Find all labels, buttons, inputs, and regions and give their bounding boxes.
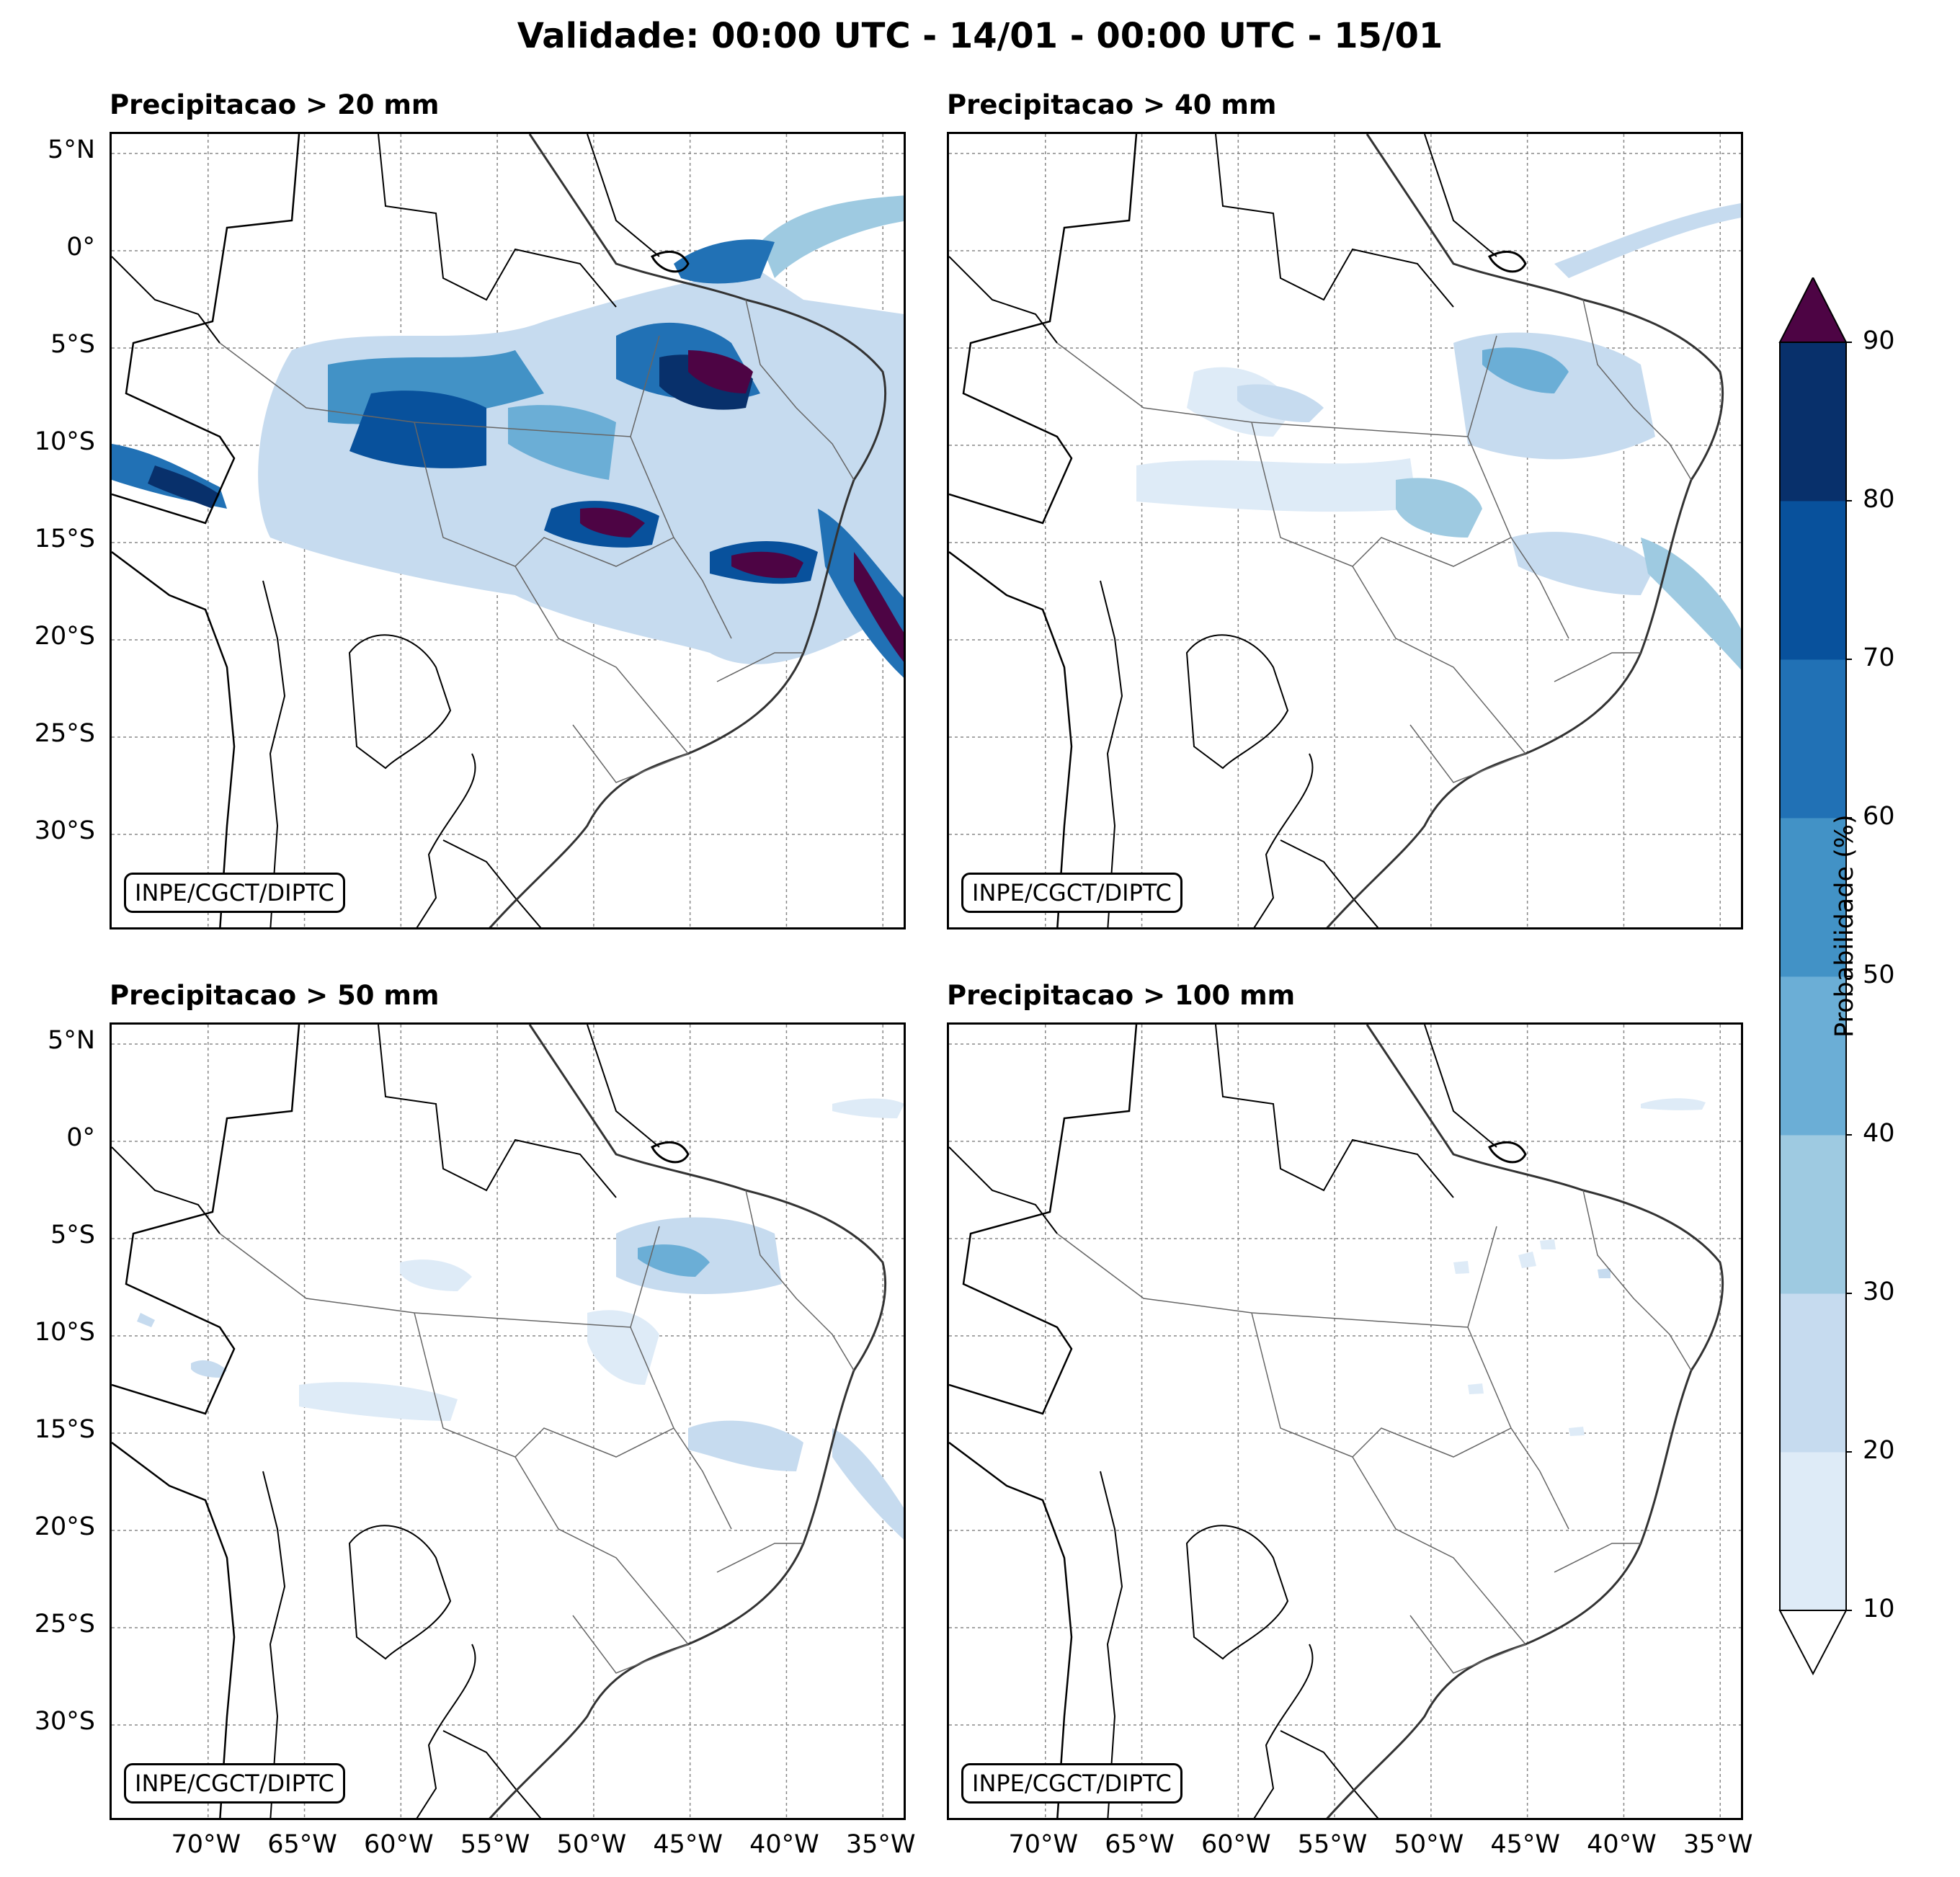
- colorbar-tick-label: 20: [1863, 1436, 1895, 1465]
- lat-tick-label: 20°S: [34, 622, 95, 651]
- state-borders: [1056, 299, 1692, 783]
- lat-tick-label: 15°S: [34, 525, 95, 553]
- credit-label: INPE/CGCT/DIPTC: [961, 873, 1182, 913]
- map-svg-40mm: [949, 134, 1741, 927]
- map-svg-50mm: [112, 1025, 904, 1818]
- lon-tick-label: 60°W: [364, 1830, 434, 1859]
- colorbar-segment: [1780, 342, 1846, 501]
- map-panel-50mm: INPE/CGCT/DIPTC: [110, 1022, 906, 1820]
- colorbar-segment: [1780, 659, 1846, 819]
- colorbar-segment: [1780, 976, 1846, 1136]
- lon-tick-label: 35°W: [845, 1830, 916, 1859]
- colorbar-tick-label: 30: [1863, 1278, 1895, 1306]
- lat-tick-label: 15°S: [34, 1415, 95, 1444]
- lon-tick-label: 60°W: [1201, 1830, 1271, 1859]
- lat-tick-label: 25°S: [34, 1610, 95, 1639]
- lat-tick-label: 5°S: [50, 330, 95, 359]
- lon-tick-label: 65°W: [1105, 1830, 1175, 1859]
- lon-tick-label: 40°W: [749, 1830, 819, 1859]
- lon-tick-label: 50°W: [1394, 1830, 1464, 1859]
- map-panel-100mm: INPE/CGCT/DIPTC: [947, 1022, 1743, 1820]
- brazil-coastline: [489, 1025, 887, 1818]
- country-borders: [112, 134, 660, 927]
- state-borders: [219, 299, 855, 783]
- graticule: [112, 1025, 904, 1818]
- map-svg-20mm: [112, 134, 904, 927]
- colorbar-segment: [1780, 1452, 1846, 1611]
- colorbar-tick-label: 50: [1863, 960, 1895, 989]
- lat-tick-label: 30°S: [34, 1707, 95, 1736]
- colorbar-label: Probabilidade (%): [1830, 814, 1859, 1038]
- credit-label: INPE/CGCT/DIPTC: [124, 1763, 345, 1804]
- credit-label: INPE/CGCT/DIPTC: [124, 873, 345, 913]
- lon-tick-label: 40°W: [1587, 1830, 1657, 1859]
- panel-title-50mm: Precipitacao > 50 mm: [110, 980, 440, 1011]
- lat-tick-label: 25°S: [34, 719, 95, 748]
- colorbar-tick-label: 60: [1863, 802, 1895, 831]
- precip-field-50mm: [137, 1098, 904, 1540]
- lat-tick-label: 5°N: [48, 135, 95, 164]
- lon-tick-label: 45°W: [1490, 1830, 1560, 1859]
- lon-tick-label: 50°W: [556, 1830, 627, 1859]
- map-panel-40mm: INPE/CGCT/DIPTC: [947, 132, 1743, 929]
- brazil-coastline: [1326, 134, 1724, 927]
- panel-title-40mm: Precipitacao > 40 mm: [947, 89, 1277, 120]
- lon-tick-label: 35°W: [1683, 1830, 1753, 1859]
- lat-tick-label: 20°S: [34, 1512, 95, 1541]
- colorbar-tick-label: 10: [1863, 1595, 1895, 1623]
- lon-tick-label: 55°W: [460, 1830, 530, 1859]
- brazil-coastline: [1326, 1025, 1724, 1818]
- lat-tick-label: 30°S: [34, 816, 95, 845]
- panel-title-100mm: Precipitacao > 100 mm: [947, 980, 1296, 1011]
- state-borders: [1056, 1190, 1692, 1674]
- country-borders: [949, 1025, 1497, 1818]
- figure-title: Validade: 00:00 UTC - 14/01 - 00:00 UTC …: [517, 16, 1443, 56]
- colorbar-tick-label: 40: [1863, 1119, 1895, 1148]
- colorbar-segment: [1780, 1135, 1846, 1294]
- colorbar-tick-label: 70: [1863, 643, 1895, 672]
- colorbar-segment: [1780, 501, 1846, 660]
- lat-tick-label: 10°S: [34, 427, 95, 456]
- graticule: [949, 1025, 1741, 1818]
- lon-tick-label: 45°W: [653, 1830, 723, 1859]
- lon-tick-label: 55°W: [1297, 1830, 1368, 1859]
- colorbar-tick-label: 90: [1863, 326, 1895, 355]
- country-borders: [949, 134, 1497, 927]
- colorbar-under-triangle: [1778, 1610, 1848, 1675]
- lon-tick-label: 65°W: [267, 1830, 337, 1859]
- credit-label: INPE/CGCT/DIPTC: [961, 1763, 1182, 1804]
- panel-title-20mm: Precipitacao > 20 mm: [110, 89, 440, 120]
- precip-field-40mm: [1136, 203, 1741, 670]
- lon-tick-label: 70°W: [1008, 1830, 1079, 1859]
- colorbar-over-triangle: [1778, 277, 1848, 343]
- lat-tick-label: 0°: [66, 1123, 95, 1152]
- lat-tick-label: 0°: [66, 233, 95, 262]
- colorbar-tick-label: 80: [1863, 485, 1895, 514]
- brazil-coastline: [489, 134, 887, 927]
- lon-tick-label: 70°W: [171, 1830, 241, 1859]
- lat-tick-label: 10°S: [34, 1318, 95, 1347]
- lat-tick-label: 5°N: [48, 1026, 95, 1055]
- precip-field-20mm: [112, 195, 904, 678]
- map-svg-100mm: [949, 1025, 1741, 1818]
- colorbar-segment: [1780, 818, 1846, 977]
- country-borders: [112, 1025, 660, 1818]
- colorbar-segment: [1780, 1293, 1846, 1453]
- precip-field-100mm: [1453, 1098, 1706, 1436]
- map-panel-20mm: INPE/CGCT/DIPTC: [110, 132, 906, 929]
- state-borders: [219, 1190, 855, 1674]
- colorbar: [1778, 277, 1852, 1675]
- lat-tick-label: 5°S: [50, 1221, 95, 1249]
